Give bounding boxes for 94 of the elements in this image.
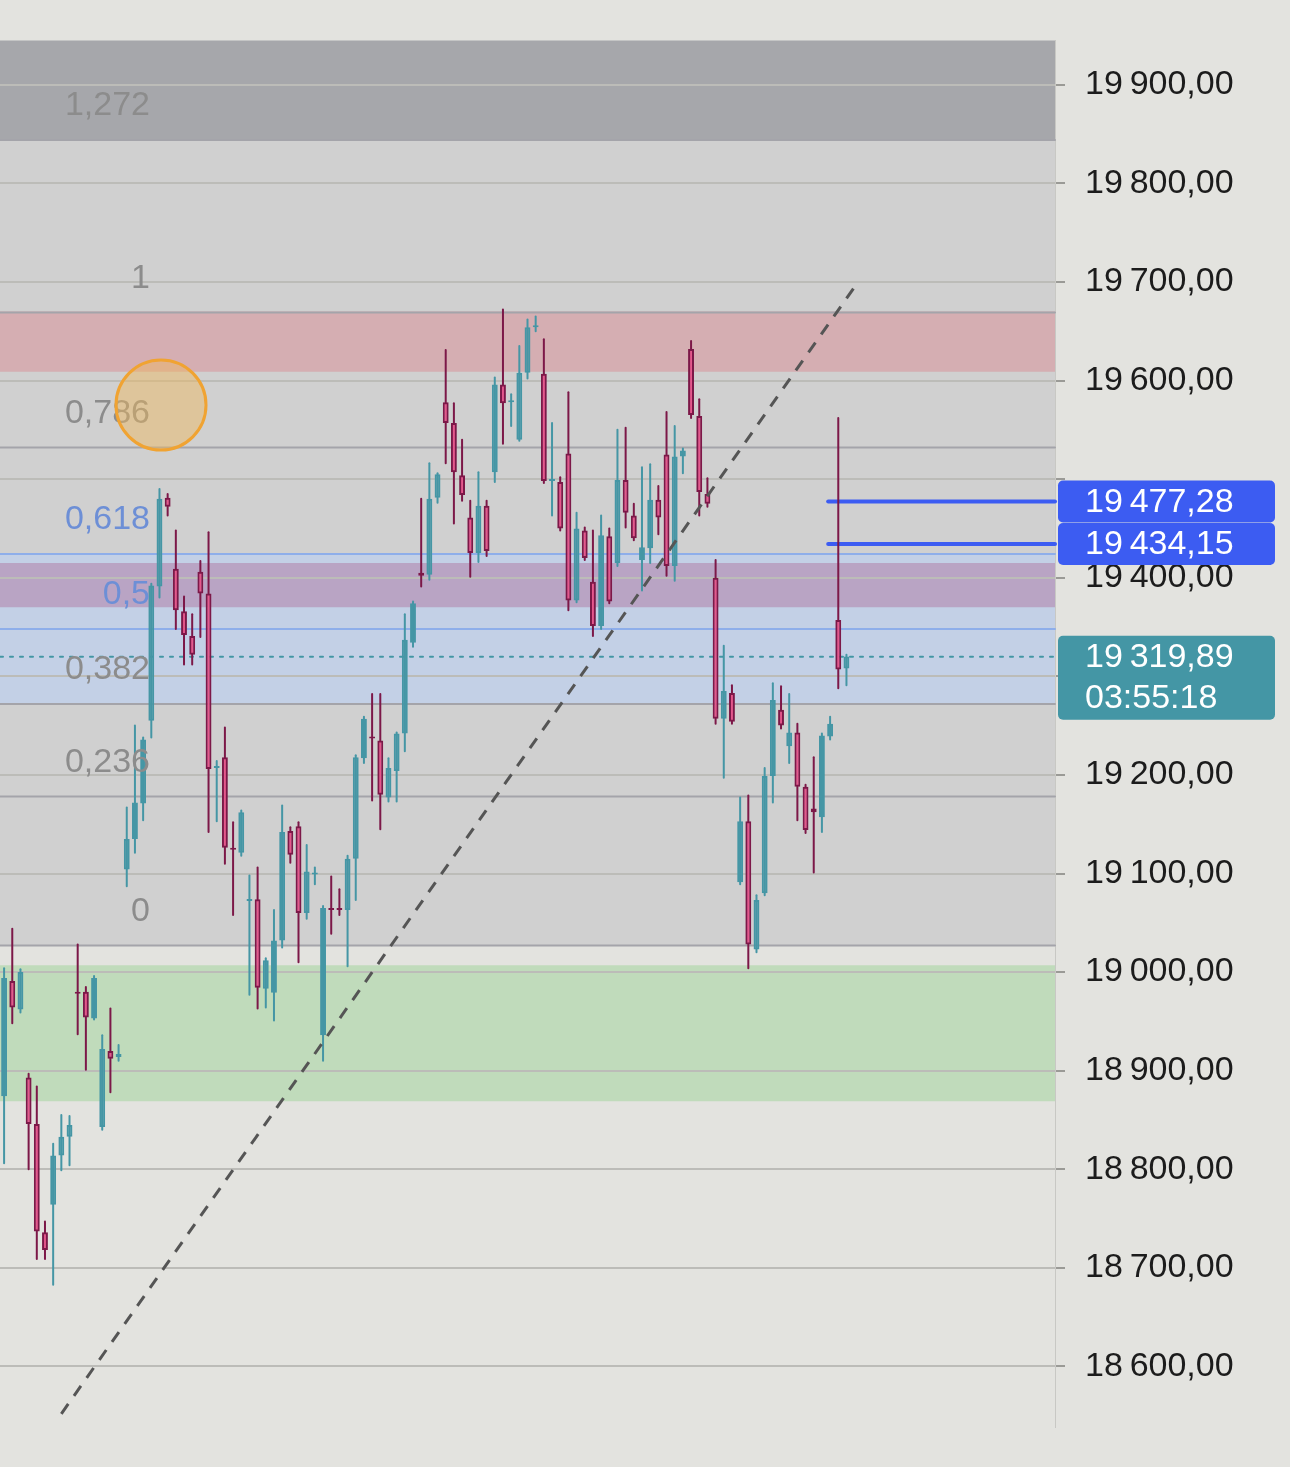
candlestick (426, 462, 433, 581)
candlestick (172, 529, 179, 630)
candlestick (197, 559, 204, 638)
candlestick (573, 511, 580, 604)
candlestick (320, 905, 326, 1062)
annotation: 0 (131, 889, 150, 928)
y-tick-label: 18 600,00 (1085, 1344, 1234, 1383)
candlestick (42, 1220, 48, 1260)
candlestick (181, 595, 187, 666)
candlestick (410, 600, 416, 648)
y-tick-label: 18 900,00 (1085, 1049, 1234, 1088)
candlestick (483, 499, 490, 558)
candlestick (794, 722, 801, 822)
candlestick (729, 684, 735, 725)
candlestick (82, 985, 89, 1071)
candlestick (712, 558, 719, 725)
candlestick (58, 1114, 65, 1172)
ref-line-label: 19 477,28 (1085, 480, 1234, 519)
y-tick-label: 18 800,00 (1085, 1147, 1234, 1186)
candlestick (671, 424, 678, 582)
candlestick (606, 527, 613, 605)
candlestick (835, 417, 842, 690)
candlestick (279, 804, 286, 949)
y-tick-label: 19 800,00 (1085, 161, 1234, 200)
candlestick (827, 715, 834, 741)
candlestick (557, 476, 564, 532)
candlestick (598, 514, 605, 630)
candlestick (189, 613, 196, 666)
candlestick (818, 732, 825, 834)
text: 03:55:18 (1085, 677, 1218, 716)
ref-line-label: 19 319,89 (1085, 636, 1234, 675)
annotation: 0,5 (102, 573, 150, 612)
candlestick (99, 1034, 106, 1131)
candlestick (442, 348, 449, 465)
candlestick (500, 308, 506, 445)
candlestick (33, 1085, 40, 1260)
candlestick (688, 340, 695, 420)
candlestick (549, 421, 555, 517)
candlestick (630, 502, 637, 542)
candlestick (491, 376, 498, 484)
candlestick (164, 492, 171, 517)
candlestick (344, 854, 351, 968)
candlestick (238, 809, 245, 857)
candlestick (1, 967, 8, 1165)
candlestick (540, 338, 547, 485)
candlestick (254, 866, 261, 1010)
candlestick (393, 731, 400, 803)
candlestick (287, 826, 294, 864)
candlestick (696, 398, 703, 517)
candlestick (516, 345, 523, 442)
y-tick-label: 19 200,00 (1085, 753, 1234, 792)
candlestick (50, 1142, 57, 1286)
y-tick-label: 19 600,00 (1085, 358, 1234, 397)
candlestick (352, 754, 359, 902)
candlestick (221, 726, 228, 865)
y-tick-label: 19 700,00 (1085, 260, 1234, 299)
candlestick (745, 794, 752, 970)
candlestick (475, 471, 482, 563)
annotation: 0,618 (64, 498, 150, 537)
candlestick (589, 529, 596, 637)
ref-line-label: 19 434,15 (1085, 523, 1234, 562)
candlestick (123, 806, 130, 888)
candlestick (25, 1072, 32, 1171)
y-tick-label: 19 000,00 (1085, 950, 1234, 989)
candlestick (655, 485, 662, 536)
candlestick (360, 715, 367, 765)
candlestick (581, 526, 588, 561)
candlestick (450, 402, 457, 525)
candlestick (262, 957, 269, 1009)
candlestick (107, 1007, 114, 1094)
candlestick (769, 682, 776, 804)
candlestick (786, 693, 793, 765)
candlestick (148, 582, 155, 739)
candlestick (271, 908, 277, 1022)
annotation: 1 (131, 256, 150, 295)
candlestick (467, 499, 474, 578)
candlestick (377, 693, 384, 831)
candlestick (639, 466, 645, 592)
candlestick (737, 796, 744, 886)
annotation: 0,382 (64, 648, 150, 687)
candlestick (802, 783, 809, 835)
candlestick (565, 391, 572, 612)
candlestick (704, 477, 711, 508)
candlestick (459, 438, 466, 502)
y-tick-label: 19 900,00 (1085, 63, 1234, 102)
candlestick (303, 843, 310, 920)
candlestick (778, 685, 784, 730)
candlestick (622, 426, 629, 529)
candlestick (761, 767, 768, 897)
candlestick (647, 463, 654, 564)
candlestick (9, 927, 16, 1025)
candlestick (91, 975, 97, 1021)
y-tick-label: 19 100,00 (1085, 851, 1234, 890)
y-tick-label: 18 700,00 (1085, 1246, 1234, 1285)
